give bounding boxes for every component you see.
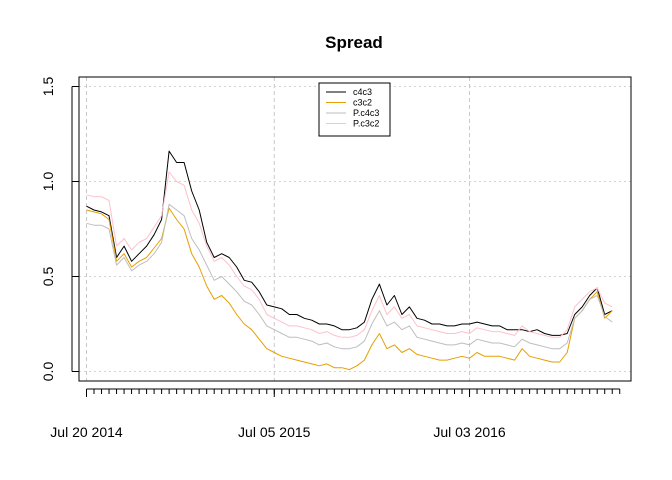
x-tick-label: Jul 03 2016 — [433, 424, 506, 440]
legend-label: P.c3c2 — [353, 119, 379, 129]
y-tick-label: 1.5 — [40, 77, 56, 97]
y-tick-label: 0.5 — [40, 267, 56, 287]
series-line-c4c3 — [86, 150, 613, 336]
series-line-p-c4c3 — [86, 203, 613, 350]
series-lines — [86, 150, 613, 371]
x-axis: Jul 20 2014 Jul 05 2015 Jul 03 2016 — [50, 388, 621, 440]
x-tick-label: Jul 20 2014 — [50, 424, 123, 440]
y-axis: 0.0 0.5 1.0 1.5 — [40, 77, 79, 382]
grid-lines — [79, 77, 631, 381]
y-tick-label: 0.0 — [40, 362, 56, 382]
plot-frame — [78, 76, 632, 382]
series-line-c3c2 — [86, 207, 613, 371]
legend-label: c4c3 — [353, 87, 372, 97]
legend-label: P.c4c3 — [353, 108, 379, 118]
series-line-p-c3c2 — [86, 171, 613, 338]
x-tick-label: Jul 05 2015 — [238, 424, 311, 440]
legend-label: c3c2 — [353, 98, 372, 108]
chart-title: Spread — [325, 33, 383, 52]
y-tick-label: 1.0 — [40, 172, 56, 192]
